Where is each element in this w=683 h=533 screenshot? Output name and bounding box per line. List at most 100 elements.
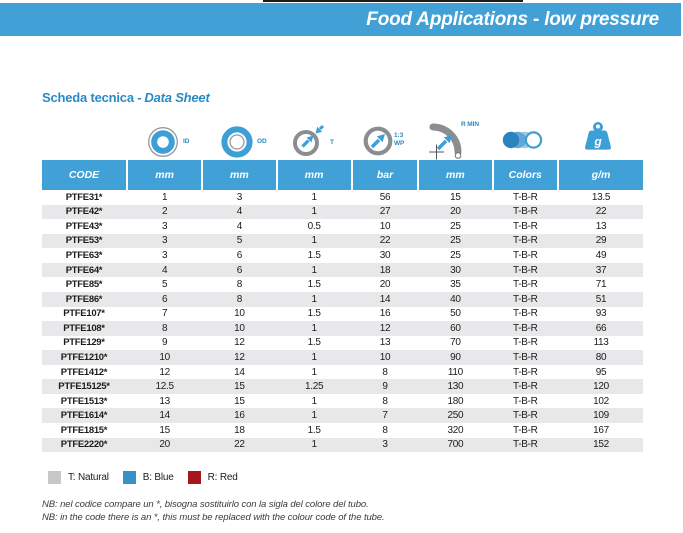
value-cell: 51 bbox=[595, 293, 607, 305]
value-cell: 1.5 bbox=[307, 250, 321, 262]
value-cell: 8 bbox=[382, 366, 388, 378]
footnote-english: NB: in the code there is an *, this must… bbox=[42, 512, 385, 523]
code-cell: PTFE64* bbox=[65, 264, 103, 276]
value-cell: 7 bbox=[382, 410, 388, 422]
thickness-label: T bbox=[330, 139, 334, 146]
value-cell: T-B-R bbox=[512, 206, 538, 218]
value-cell: 18 bbox=[379, 264, 391, 276]
red-color-swatch bbox=[187, 471, 201, 484]
value-cell: T-B-R bbox=[512, 381, 538, 393]
value-cell: 6 bbox=[236, 264, 243, 276]
code-cell: PTFE1614* bbox=[60, 410, 108, 422]
value-cell: T-B-R bbox=[512, 220, 538, 232]
code-cell: PTFE1412* bbox=[60, 366, 108, 378]
code-cell: PTFE42* bbox=[65, 206, 103, 218]
column-header: CODE bbox=[42, 160, 126, 190]
value-cell: 90 bbox=[450, 351, 461, 363]
value-cell: 1.5 bbox=[307, 279, 321, 291]
table-row: PTFE1614* 14 16 1 7 250 T-B-R 109 bbox=[42, 408, 643, 423]
value-cell: 3 bbox=[236, 191, 243, 203]
value-cell: 25 bbox=[450, 220, 461, 232]
value-cell: T-B-R bbox=[512, 308, 538, 320]
value-cell: 1.25 bbox=[305, 381, 324, 393]
table-row: PTFE86* 6 8 1 14 40 T-B-R 51 bbox=[42, 291, 643, 307]
section-title-italian: Scheda tecnica - bbox=[42, 90, 142, 105]
value-cell: 16 bbox=[379, 308, 391, 320]
footnote-italian: NB: nel codice compare un *, bisogna sos… bbox=[42, 499, 369, 510]
value-cell: 1 bbox=[311, 410, 318, 422]
value-cell: 40 bbox=[450, 293, 461, 305]
value-cell: 1 bbox=[311, 206, 318, 218]
code-cell: PTFE15125* bbox=[58, 381, 110, 393]
value-cell: 15 bbox=[450, 191, 461, 203]
value-cell: 3 bbox=[161, 250, 168, 262]
value-cell: 25 bbox=[450, 250, 461, 262]
working-pressure-label: WP bbox=[394, 140, 405, 147]
value-cell: 71 bbox=[595, 279, 607, 291]
blue-color-swatch bbox=[122, 471, 136, 484]
table-row: PTFE107* 7 10 1.5 16 50 T-B-R 93 bbox=[42, 306, 643, 322]
value-cell: 7 bbox=[161, 308, 168, 320]
table-row: PTFE2220* 20 22 1 3 700 T-B-R 152 bbox=[42, 437, 643, 453]
code-cell: PTFE1513* bbox=[60, 395, 108, 407]
colors-icon bbox=[502, 131, 543, 149]
table-row: PTFE1210* 10 12 1 10 90 T-B-R 80 bbox=[42, 350, 643, 365]
value-cell: 49 bbox=[595, 250, 607, 262]
value-cell: T-B-R bbox=[512, 235, 538, 247]
legend-label-red: R: Red bbox=[207, 472, 238, 483]
page-header-bar: Food Applications - low pressure bbox=[0, 3, 681, 36]
table-row: PTFE1412* 12 14 1 8 110 T-B-R 95 bbox=[42, 364, 643, 380]
value-cell: 250 bbox=[447, 410, 464, 422]
working-pressure-ratio-label: 1:3 bbox=[394, 132, 404, 139]
value-cell: 14 bbox=[159, 410, 170, 422]
value-cell: T-B-R bbox=[512, 395, 538, 407]
value-cell: 20 bbox=[159, 439, 170, 451]
value-cell: 1 bbox=[161, 191, 168, 203]
value-cell: 4 bbox=[236, 206, 243, 218]
value-cell: 80 bbox=[595, 351, 607, 363]
value-cell: T-B-R bbox=[512, 264, 538, 276]
value-cell: 180 bbox=[447, 395, 464, 407]
value-cell: 130 bbox=[447, 381, 464, 393]
legend-label-blue: B: Blue bbox=[142, 472, 174, 483]
column-header: bar bbox=[352, 160, 418, 190]
thickness-icon bbox=[293, 124, 325, 156]
colors-icon-group bbox=[502, 129, 548, 151]
column-header: mm bbox=[277, 160, 351, 190]
value-cell: 95 bbox=[595, 366, 607, 378]
thickness-icon-group: T bbox=[292, 123, 350, 158]
value-cell: 20 bbox=[450, 206, 461, 218]
legend-item-blue: B: Blue bbox=[122, 471, 174, 484]
outer-diameter-label: OD bbox=[257, 138, 267, 145]
outer-diameter-icon-group: OD bbox=[221, 126, 281, 158]
value-cell: 15 bbox=[159, 424, 170, 436]
value-cell: 3 bbox=[161, 220, 168, 232]
value-cell: T-B-R bbox=[512, 279, 538, 291]
table-row: PTFE129* 9 12 1.5 13 70 T-B-R 113 bbox=[42, 335, 643, 351]
working-pressure-icon-group: 1:3 WP bbox=[362, 124, 418, 158]
value-cell: 1 bbox=[311, 322, 318, 334]
table-icons-row: ID OD T bbox=[0, 0, 683, 160]
value-cell: 12 bbox=[159, 366, 170, 378]
value-cell: 9 bbox=[161, 337, 168, 349]
value-cell: 9 bbox=[382, 381, 388, 393]
value-cell: 109 bbox=[593, 410, 609, 422]
code-cell: PTFE31* bbox=[65, 191, 103, 203]
min-bend-radius-icon-group: R MIN bbox=[428, 116, 498, 160]
table-row: PTFE31* 1 3 1 56 15 T-B-R 13.5 bbox=[42, 190, 643, 205]
value-cell: 18 bbox=[234, 424, 245, 436]
weight-unit-label: g bbox=[593, 135, 602, 149]
value-cell: 14 bbox=[379, 293, 391, 305]
value-cell: 5 bbox=[236, 235, 243, 247]
value-cell: 8 bbox=[236, 279, 243, 291]
column-header: mm bbox=[419, 160, 492, 190]
code-cell: PTFE1210* bbox=[60, 351, 108, 363]
value-cell: 120 bbox=[593, 381, 609, 393]
value-cell: 12.5 bbox=[155, 381, 174, 393]
table-row: PTFE43* 3 4 0.5 10 25 T-B-R 13 bbox=[42, 219, 643, 234]
page-edge-line bbox=[263, 0, 523, 2]
code-cell: PTFE129* bbox=[63, 337, 105, 349]
value-cell: T-B-R bbox=[512, 366, 538, 378]
table-header-row: CODE mm mm mm bar mm Colors g/m bbox=[42, 160, 643, 190]
